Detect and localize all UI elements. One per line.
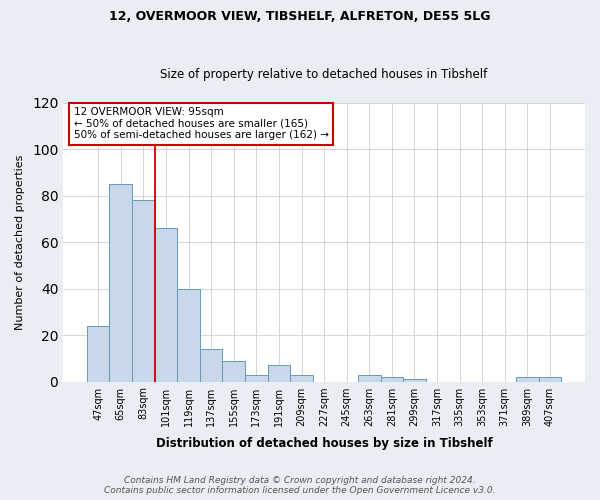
X-axis label: Distribution of detached houses by size in Tibshelf: Distribution of detached houses by size … [156,437,493,450]
Text: 12 OVERMOOR VIEW: 95sqm
← 50% of detached houses are smaller (165)
50% of semi-d: 12 OVERMOOR VIEW: 95sqm ← 50% of detache… [74,107,329,140]
Y-axis label: Number of detached properties: Number of detached properties [15,154,25,330]
Bar [290,374,313,382]
Bar [245,374,268,382]
Title: Size of property relative to detached houses in Tibshelf: Size of property relative to detached ho… [160,68,488,81]
Bar [155,228,177,382]
Text: Contains HM Land Registry data © Crown copyright and database right 2024.
Contai: Contains HM Land Registry data © Crown c… [104,476,496,495]
Bar [380,377,403,382]
Bar [200,349,223,382]
Bar [403,379,426,382]
Bar [268,366,290,382]
Bar [87,326,109,382]
Text: 12, OVERMOOR VIEW, TIBSHELF, ALFRETON, DE55 5LG: 12, OVERMOOR VIEW, TIBSHELF, ALFRETON, D… [109,10,491,23]
Bar [223,360,245,382]
Bar [539,377,561,382]
Bar [177,288,200,382]
Bar [516,377,539,382]
Bar [358,374,380,382]
Bar [109,184,132,382]
Bar [132,200,155,382]
